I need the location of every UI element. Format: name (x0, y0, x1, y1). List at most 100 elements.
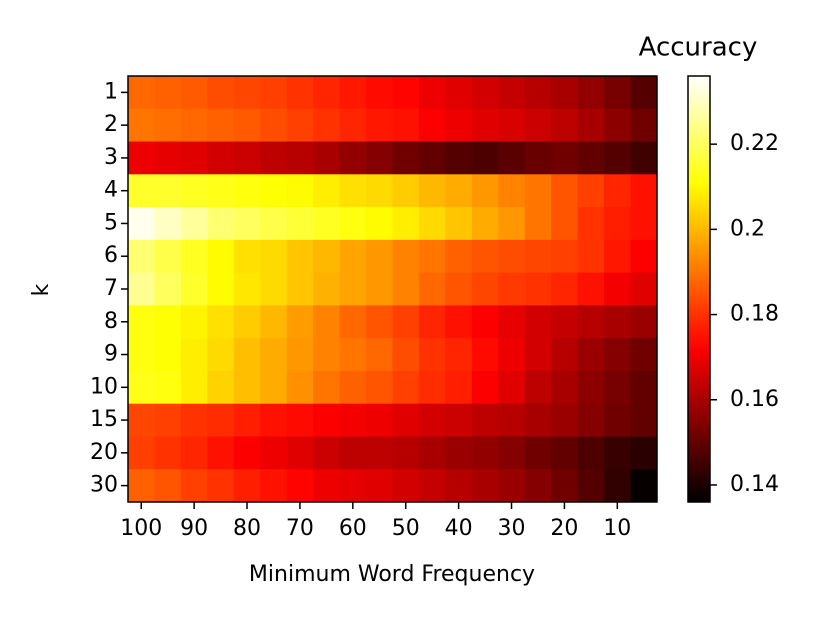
heatmap-cell (392, 436, 420, 470)
heatmap-cell (498, 207, 526, 241)
heatmap-cell (286, 370, 314, 405)
x-axis-label: Minimum Word Frequency (249, 562, 535, 587)
heatmap-cell (207, 76, 235, 110)
heatmap-cell (286, 469, 314, 503)
heatmap-cell (313, 239, 341, 274)
heatmap-cell (445, 436, 473, 470)
heatmap-cell (260, 338, 288, 372)
heatmap-cell (551, 108, 579, 143)
heatmap-cell (286, 108, 314, 143)
heatmap-cell (392, 76, 420, 110)
heatmap-cell (392, 338, 420, 372)
heatmap-cell (180, 469, 208, 503)
heatmap-cell (471, 305, 499, 339)
colorbar-tick-label: 0.16 (730, 387, 779, 412)
heatmap-cell (551, 239, 579, 274)
heatmap-cell (366, 174, 393, 208)
heatmap-cell (233, 108, 261, 143)
heatmap-cell (313, 469, 341, 503)
heatmap-cell (524, 108, 552, 143)
heatmap-cell (366, 207, 393, 241)
heatmap-cell (313, 76, 341, 110)
heatmap-cell (180, 239, 208, 274)
heatmap-cell (154, 108, 182, 143)
heatmap-cell (313, 305, 341, 339)
heatmap-cell (524, 436, 552, 470)
heatmap-cell (128, 305, 155, 339)
heatmap-cell (154, 370, 182, 405)
heatmap-cell (313, 174, 341, 208)
heatmap-cell (366, 469, 393, 503)
heatmap-cell (498, 272, 526, 306)
heatmap-cell (207, 108, 235, 143)
heatmap-cell (128, 436, 155, 470)
heatmap-cell (180, 207, 208, 241)
heatmap-cell (577, 403, 605, 437)
y-tick-label: 7 (104, 276, 118, 301)
heatmap-cell (233, 469, 261, 503)
heatmap-cell (207, 174, 235, 208)
heatmap-cell (286, 338, 314, 372)
heatmap-cell (471, 141, 499, 175)
colorbar-title: Accuracy (639, 33, 758, 63)
heatmap-cell (524, 76, 552, 110)
heatmap-cell (604, 174, 632, 208)
x-tick-label: 50 (392, 516, 420, 541)
heatmap-cell (180, 108, 208, 143)
y-tick-label: 30 (90, 473, 118, 498)
heatmap-cell (366, 272, 393, 306)
heatmap-cell (471, 469, 499, 503)
heatmap-cell (286, 403, 314, 437)
heatmap-cell (445, 76, 473, 110)
heatmap-cell (604, 469, 632, 503)
heatmap-cell (286, 239, 314, 274)
heatmap-cell (154, 76, 182, 110)
heatmap-cell (260, 239, 288, 274)
heatmap-cell (233, 370, 261, 405)
colorbar-tick-label: 0.18 (730, 302, 779, 327)
heatmap-cell (180, 272, 208, 306)
heatmap-cell (418, 108, 446, 143)
heatmap-cell (577, 207, 605, 241)
heatmap-cell (260, 272, 288, 306)
heatmap-cell (418, 403, 446, 437)
heatmap-cell (366, 370, 393, 405)
x-tick-label: 100 (120, 516, 162, 541)
heatmap-cell (233, 403, 261, 437)
heatmap-cell (233, 436, 261, 470)
heatmap-cell (233, 141, 261, 175)
heatmap-cell (128, 370, 155, 405)
heatmap-cell (498, 338, 526, 372)
colorbar (687, 75, 711, 503)
heatmap-cell (445, 207, 473, 241)
heatmap-cell (551, 403, 579, 437)
heatmap-cell (154, 305, 182, 339)
heatmap-cell (551, 141, 579, 175)
heatmap-cell (551, 338, 579, 372)
y-tick-label: 4 (104, 178, 118, 203)
x-tick-label: 70 (286, 516, 314, 541)
heatmap-cell (207, 403, 235, 437)
y-tick-label: 1 (104, 79, 118, 104)
heatmap-cell (630, 272, 658, 306)
heatmap-cell (630, 141, 658, 175)
heatmap-cell (577, 76, 605, 110)
heatmap-cell (233, 174, 261, 208)
heatmap-cell (339, 469, 367, 503)
heatmap-cell (313, 436, 341, 470)
heatmap-cell (445, 338, 473, 372)
heatmap-cell (260, 469, 288, 503)
heatmap-cell (418, 370, 446, 405)
y-tick-label: 15 (90, 407, 118, 432)
heatmap-cell (339, 239, 367, 274)
heatmap-cell (471, 76, 499, 110)
heatmap-cell (154, 174, 182, 208)
heatmap-cell (260, 436, 288, 470)
heatmap-cell (180, 76, 208, 110)
heatmap-cell (313, 403, 341, 437)
heatmap-cell (551, 469, 579, 503)
heatmap-cell (339, 174, 367, 208)
heatmap-cell (154, 272, 182, 306)
heatmap-cell (551, 207, 579, 241)
heatmap-cell (498, 76, 526, 110)
